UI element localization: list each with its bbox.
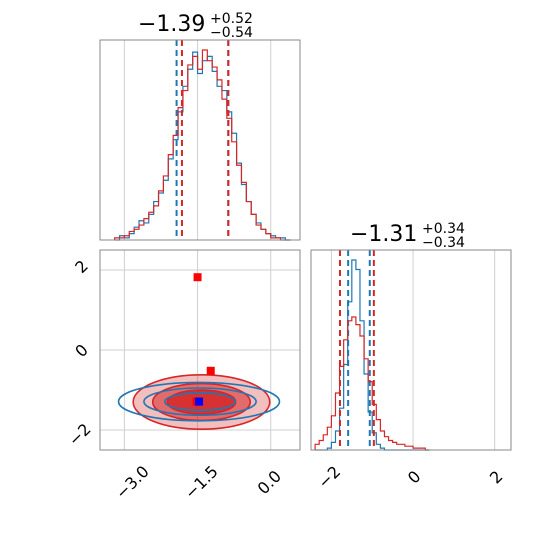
point-marker: [193, 273, 202, 282]
histogram-step-line: [114, 49, 291, 241]
y-marginal-title-lower: −0.34: [422, 235, 465, 251]
histogram-step-line: [314, 316, 430, 451]
y-marginal-frame: [310, 249, 512, 451]
y-marginal-x-tick-labels: −2 0 2: [314, 462, 506, 492]
joint-ytick-label: 0: [71, 340, 92, 361]
joint-xtick-label: 0.0: [254, 467, 285, 498]
contour-level: [143, 387, 257, 417]
joint-frame: [99, 249, 301, 451]
ymarg-xtick-label: 2: [486, 467, 507, 488]
joint-ytick-label: 2: [71, 256, 92, 277]
joint-panel: −3.0 −1.5 0.0 2 0 −2: [65, 249, 301, 503]
y-marginal-panel: −1.31 +0.34 −0.34 −2 0 2: [310, 221, 512, 492]
joint-ytick-label: −2: [65, 420, 95, 450]
joint-xtick-label: −1.5: [181, 462, 222, 503]
ymarg-xtick-label: −2: [314, 462, 344, 492]
point-marker: [195, 397, 204, 406]
contour-level: [117, 381, 281, 422]
joint-xtick-label: −3.0: [112, 462, 153, 503]
x-marginal-title: −1.39 +0.52 −0.54: [138, 11, 253, 41]
x-marginal-title-lower: −0.54: [210, 25, 253, 41]
x-marginal-panel: −1.39 +0.52 −0.54: [99, 11, 301, 241]
y-marginal-title-upper: +0.34: [422, 221, 465, 237]
histogram-step-line: [114, 51, 291, 241]
joint-x-tick-labels: −3.0 −1.5 0.0: [112, 462, 285, 503]
histogram-step-line: [315, 259, 430, 451]
point-marker: [206, 366, 215, 375]
y-marginal-title-value: −1.31: [350, 222, 417, 247]
contour-level: [164, 392, 236, 412]
joint-y-tick-labels: 2 0 −2: [65, 256, 95, 449]
x-marginal-title-upper: +0.52: [210, 11, 253, 27]
x-marginal-frame: [99, 39, 301, 241]
x-marginal-title-value: −1.39: [138, 12, 205, 37]
y-marginal-title: −1.31 +0.34 −0.34: [350, 221, 465, 251]
ymarg-xtick-label: 0: [404, 467, 425, 488]
